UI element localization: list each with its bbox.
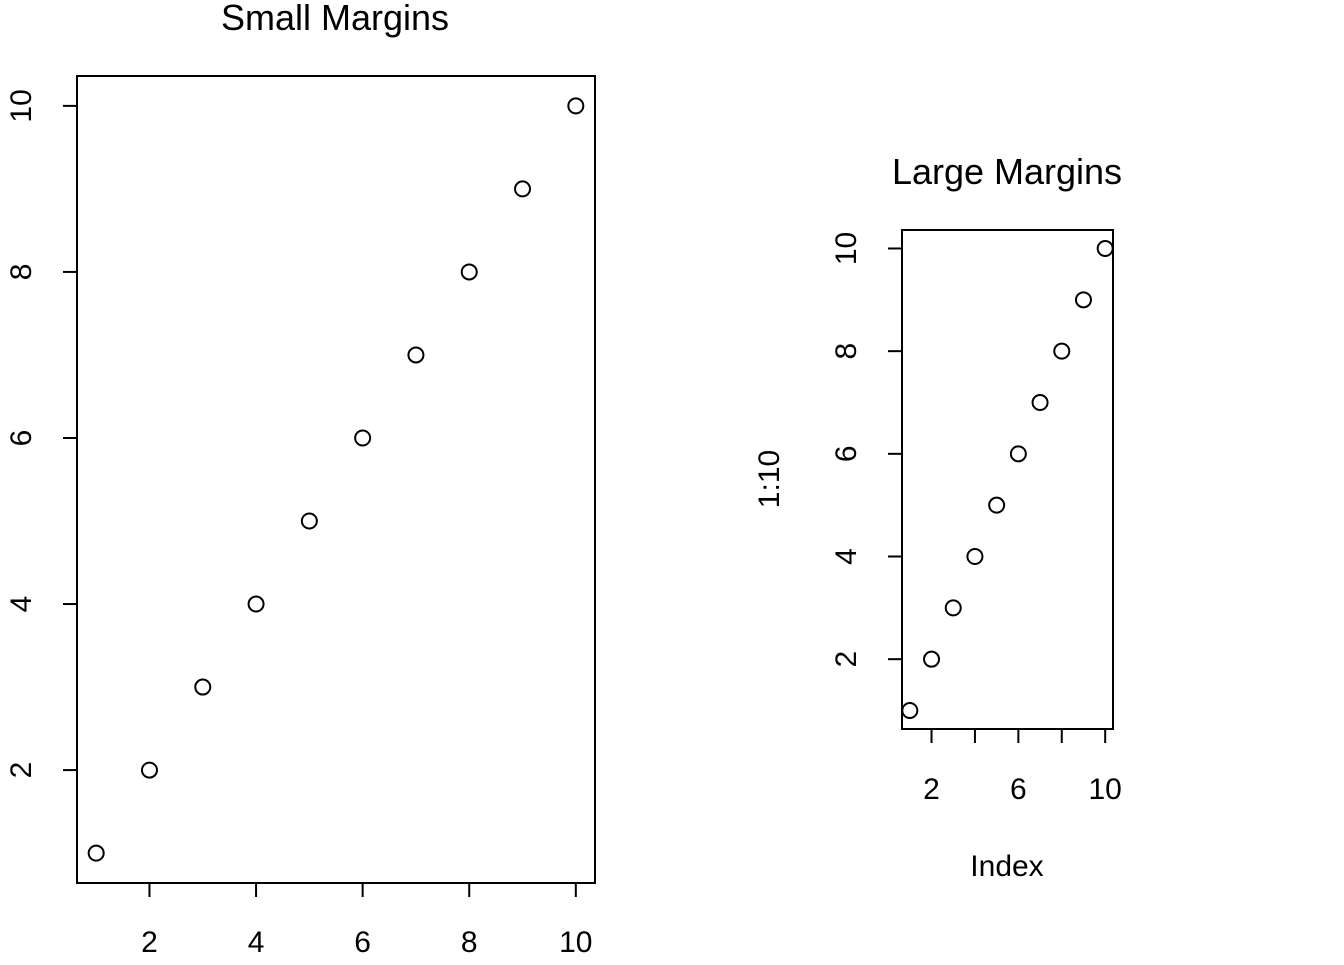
panel-small-margins-x-tick-label: 2 xyxy=(141,926,158,959)
panel-large-margins: Large Margins Index 1:10 2 6 10 2 4 6 8 10 xyxy=(753,151,1122,883)
panel-small-margins-title: Small Margins xyxy=(221,0,449,38)
panel-large-margins-x-tick-label: 6 xyxy=(1010,773,1027,806)
panel-large-margins-y-tick-label: 4 xyxy=(830,548,863,565)
panel-small-margins-data-point xyxy=(407,346,425,364)
panel-large-margins-data-point xyxy=(1053,342,1071,360)
panel-large-margins-data-point xyxy=(1096,239,1114,257)
panel-small-margins-x-tick-label: 4 xyxy=(248,926,265,959)
panel-small-margins: Small Margins 2 4 6 8 10 2 4 6 8 10 xyxy=(5,0,596,959)
panel-large-margins-x-axis-label: Index xyxy=(970,850,1043,883)
panel-small-margins-x-tick-label: 10 xyxy=(559,926,592,959)
panel-large-margins-y-tick-label: 10 xyxy=(830,232,863,265)
panel-large-margins-data-point xyxy=(1009,445,1027,463)
panel-small-margins-y-tick-label: 6 xyxy=(5,430,38,447)
panel-small-margins-axes: 2 4 6 8 10 2 4 6 8 10 xyxy=(5,89,593,959)
panel-small-margins-data-point xyxy=(514,180,532,198)
panel-large-margins-y-tick-label: 6 xyxy=(830,445,863,462)
panel-large-margins-points xyxy=(901,239,1114,720)
panel-small-margins-y-tick-label: 8 xyxy=(5,264,38,281)
panel-large-margins-data-point xyxy=(966,548,984,566)
panel-large-margins-data-point xyxy=(1074,291,1092,309)
panel-small-margins-y-tick-label: 2 xyxy=(5,762,38,779)
panel-small-margins-points xyxy=(87,97,585,862)
panel-small-margins-y-tick-label: 10 xyxy=(5,89,38,122)
panel-large-margins-data-point xyxy=(923,650,941,668)
panel-small-margins-data-point xyxy=(567,97,585,115)
panel-large-margins-plot-frame xyxy=(901,229,1114,730)
panel-small-margins-data-point xyxy=(194,678,212,696)
panel-small-margins-x-tick-label: 8 xyxy=(461,926,478,959)
panel-large-margins-x-tick-label: 10 xyxy=(1088,773,1121,806)
panel-large-margins-y-axis-label: 1:10 xyxy=(753,450,786,508)
panel-large-margins-data-point xyxy=(901,702,919,720)
panel-large-margins-data-point xyxy=(944,599,962,617)
panel-large-margins-axes: 2 6 10 2 4 6 8 10 xyxy=(830,232,1122,806)
panel-small-margins-plot-frame xyxy=(76,75,596,884)
panel-small-margins-data-point xyxy=(87,844,105,862)
panel-small-margins-data-point xyxy=(354,429,372,447)
panel-small-margins-data-point xyxy=(300,512,318,530)
panel-large-margins-data-point xyxy=(1031,393,1049,411)
panel-large-margins-y-tick-label: 2 xyxy=(830,651,863,668)
panel-large-margins-title: Large Margins xyxy=(892,151,1122,192)
panel-large-margins-y-tick-label: 8 xyxy=(830,343,863,360)
panel-small-margins-data-point xyxy=(460,263,478,281)
panel-small-margins-y-tick-label: 4 xyxy=(5,596,38,613)
panel-large-margins-x-tick-label: 2 xyxy=(923,773,940,806)
panel-small-margins-data-point xyxy=(247,595,265,613)
panel-small-margins-data-point xyxy=(140,761,158,779)
panel-small-margins-x-tick-label: 6 xyxy=(354,926,371,959)
panel-large-margins-data-point xyxy=(988,496,1006,514)
